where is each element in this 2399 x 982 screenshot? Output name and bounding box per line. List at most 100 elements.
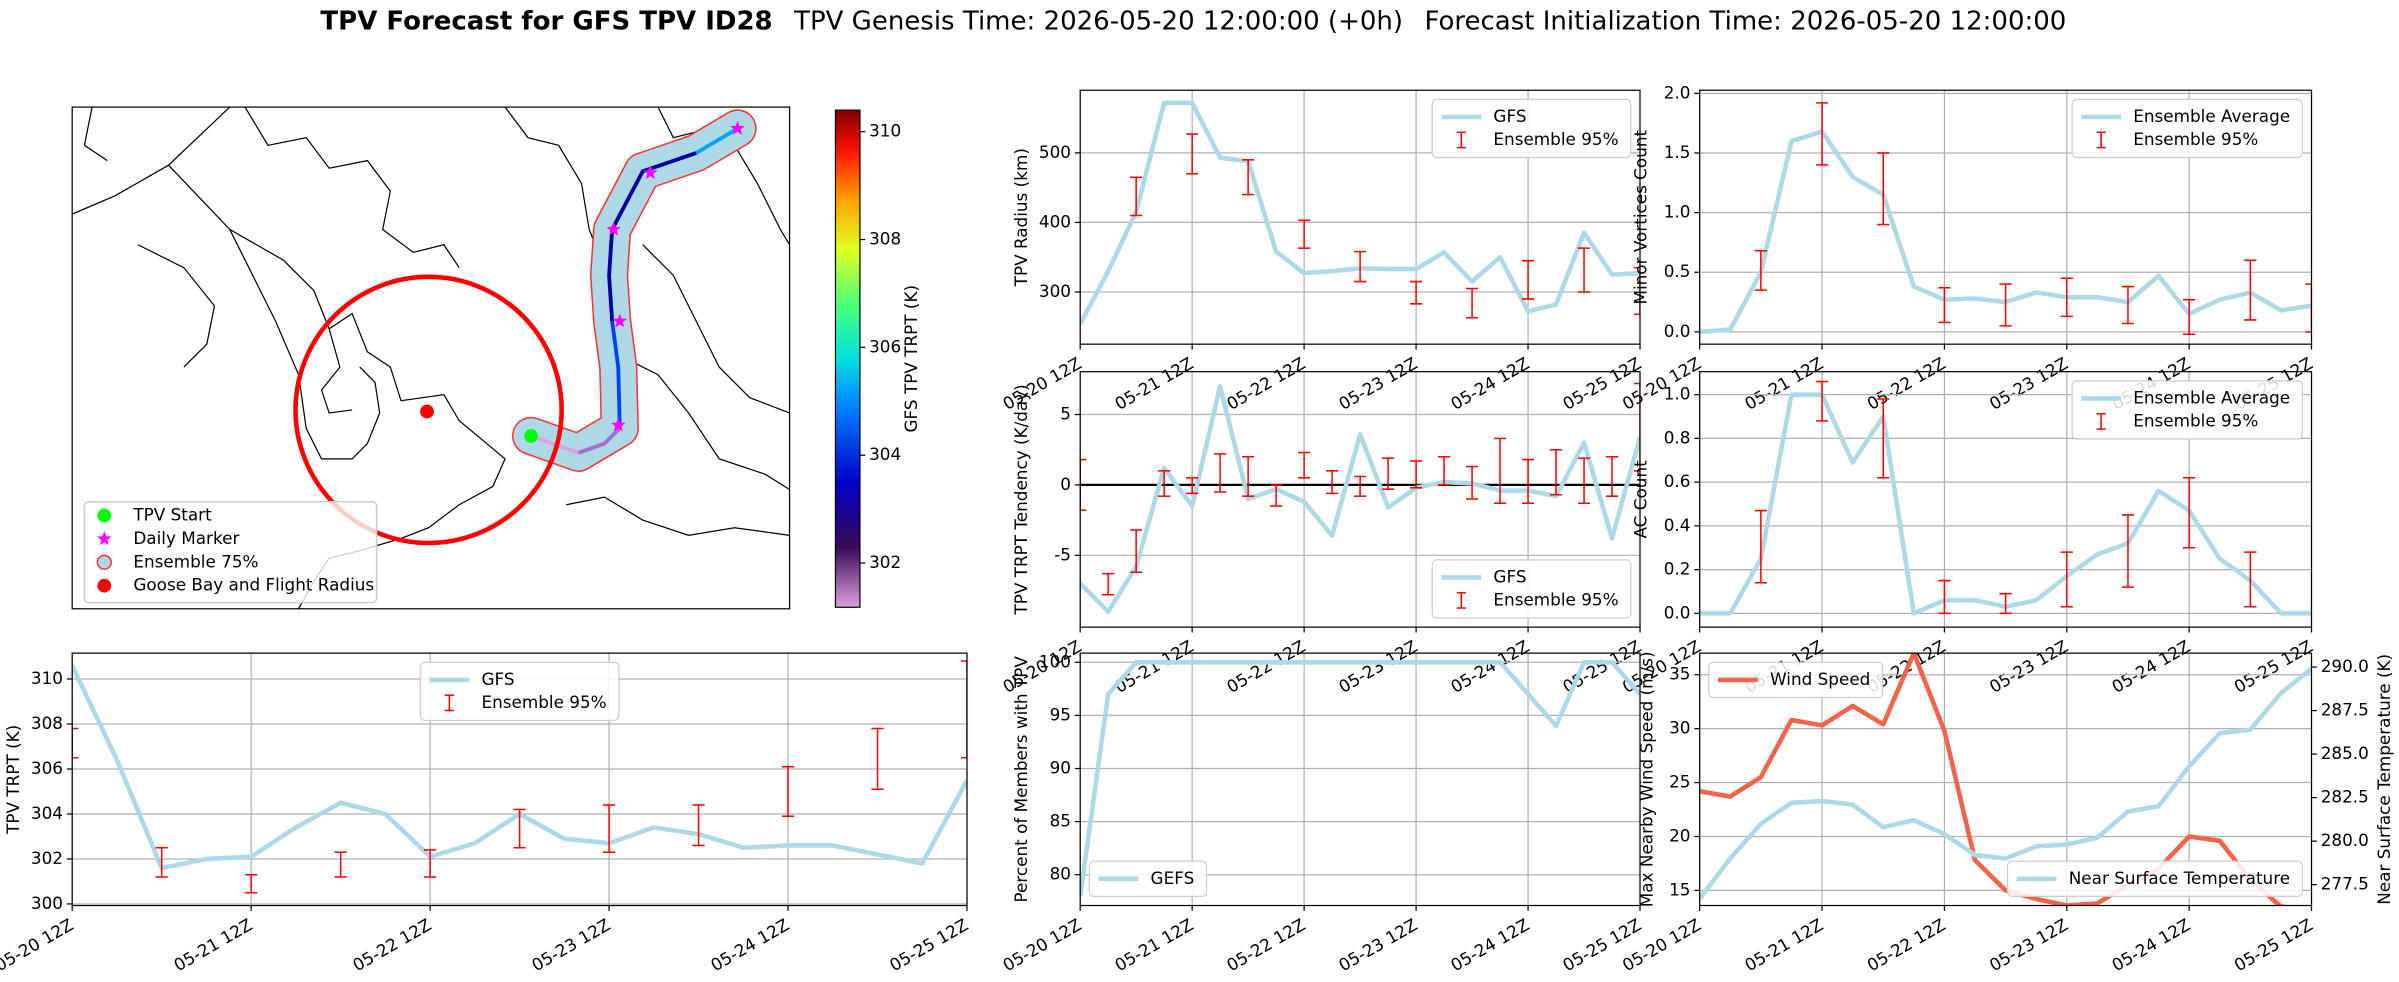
series-line [1699,667,2312,900]
y2-tick-label: 282.5 [2321,787,2369,807]
error-bar [2244,551,2257,608]
y2-tick-label: 280.0 [2321,830,2369,850]
legend: GFS Ensemble 95% [1431,98,1632,159]
legend-label: Ensemble 95% [1493,589,1618,609]
error-bar [1130,176,1143,217]
y-tick-label: 310 [31,668,63,688]
axes-frame [1079,89,1641,345]
error-bar [1465,465,1479,500]
error-bar [1465,287,1479,319]
error-bar [602,804,616,853]
error-bar [871,727,884,790]
legend-box [1708,661,1884,699]
legend-marker [97,508,112,523]
legend-label: GEFS [1151,868,1195,888]
goose-bay [420,404,434,419]
error-bar [1080,458,1087,512]
map-frame [71,106,791,610]
y-tick-label: 100 [1039,651,1071,671]
legend-label: GFS [481,669,514,689]
axes-frame [1699,89,2313,345]
error-bar [2121,285,2135,325]
track [695,126,739,155]
error-bar [2244,259,2257,321]
y-tick-label: 0.6 [1664,471,1691,491]
tpv-start [524,429,538,443]
legend-box [2006,860,2303,897]
y-tick-label: 302 [31,848,63,868]
error-bar [1158,470,1171,497]
legend-box [1431,559,1632,619]
series-line [1080,659,1641,897]
legend-box [1088,860,1208,897]
y-tick-label: -5 [1054,544,1071,564]
y-tick-label: 400 [1039,211,1071,231]
coastlines [72,107,790,609]
error-bar [1938,286,1951,324]
error-bar [1577,457,1591,504]
y-tick-label: 0.2 [1664,559,1691,579]
error-bar [1877,152,1890,226]
y-tick-label: 0.0 [1664,602,1691,622]
error-bar [692,804,705,847]
legend-box [2071,380,2303,440]
legend-label: Goose Bay and Flight Radius [133,575,374,595]
y-tick-label: 25 [1669,772,1690,792]
axes-frame [1079,652,1641,907]
error-bar [1938,579,1951,615]
colorbar-tick-label: 308 [869,229,901,249]
legend: Wind Speed [1708,661,1884,699]
error-bar [1270,484,1283,507]
y-tick-label: 15 [1669,879,1690,899]
error-bar [1877,398,1890,479]
y-tick-label: 0 [1060,474,1071,494]
colorbar-label: GFS TPV TRPT (K) [901,285,921,433]
y-axis-label: TPV TRPT Tendency (K/day) [1011,384,1031,615]
legend-label: Ensemble 95% [481,692,606,712]
legend: GEFS [1088,860,1208,897]
daily-marker [643,165,658,180]
error-bar [2060,277,2073,318]
error-bar [2305,283,2312,333]
legend-label: Near Surface Temperature [2069,868,2290,888]
y-tick-label: 1.0 [1664,202,1691,222]
error-bar [155,846,168,878]
legend-box [83,500,378,604]
title-genesis: TPV Genesis Time: 2026-05-20 12:00:00 (+… [793,6,1403,36]
legend-marker [96,554,112,570]
error-bar [1754,250,1767,291]
y-tick-label: 500 [1039,142,1071,162]
legend: Ensemble Average Ensemble 95% [2071,380,2303,440]
legend: GFS Ensemble 95% [1431,559,1632,619]
title-init: Forecast Initialization Time: 2026-05-20… [1424,6,2066,36]
y2-tick-label: 290.0 [2321,656,2369,676]
error-bar [1549,448,1563,496]
error-bar [1633,382,1641,472]
error-bar [1493,437,1507,504]
colorbar-tick-label: 310 [869,121,901,141]
plot-area [1080,653,1641,906]
legend-box [1431,98,1632,159]
error-bar [1102,572,1115,596]
y-tick-label: 0.0 [1664,321,1691,341]
y2-axis-label: Near Surface Temperature (K) [2374,654,2394,905]
legend-box [419,661,620,722]
y-tick-label: 308 [31,713,63,733]
legend-label: Ensemble 95% [2133,410,2258,430]
error-bar [1298,219,1311,249]
error-bar [1186,133,1199,175]
y-axis-label: AC Count [1631,460,1651,539]
error-bar [1577,247,1591,293]
y-tick-label: 0.4 [1664,515,1691,535]
legend: GFS Ensemble 95% [419,661,620,722]
y-tick-label: 300 [31,893,63,913]
error-bar [1214,453,1227,493]
error-bar [1437,455,1451,486]
y-axis-label: TPV Radius (km) [1011,148,1031,287]
y-axis-label: Minor Vortices Count [1631,129,1651,304]
error-bar [1353,475,1367,497]
y-tick-label: 95 [1050,704,1071,724]
error-bar [1242,159,1255,196]
